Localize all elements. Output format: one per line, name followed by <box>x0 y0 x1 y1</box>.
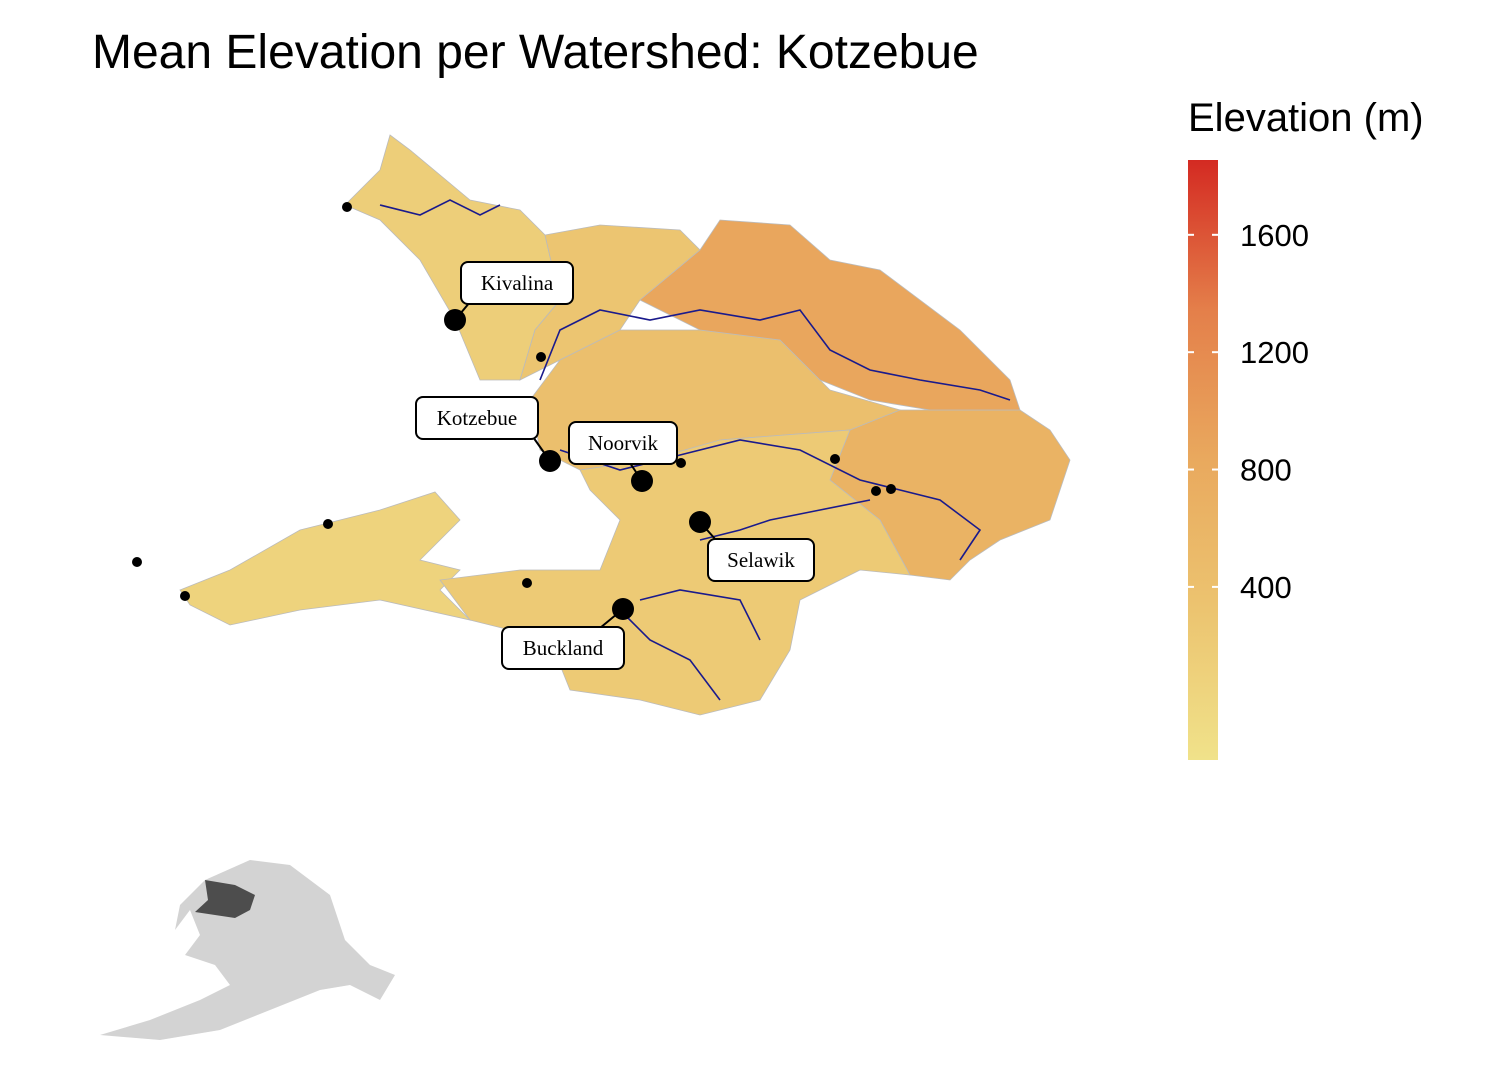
watershed <box>639 219 1021 411</box>
colorbar <box>1188 160 1218 760</box>
legend-title: Elevation (m) <box>1188 96 1424 140</box>
town-label: Buckland <box>523 636 604 660</box>
label-box <box>501 626 625 670</box>
rivers <box>379 199 1011 701</box>
colorbar-tick-label: 1600 <box>1240 218 1309 253</box>
label-box <box>707 538 815 582</box>
inset-alaska <box>100 860 395 1040</box>
label-leaders <box>454 301 717 629</box>
map-title: Mean Elevation per Watershed: Kotzebue <box>92 26 979 79</box>
label-box <box>568 421 678 465</box>
label-box <box>415 396 539 440</box>
town-label: Noorvik <box>588 431 658 455</box>
watershed <box>179 491 472 626</box>
town-label: Kotzebue <box>437 406 517 430</box>
colorbar-tick-label: 400 <box>1240 570 1292 605</box>
town-label: Kivalina <box>481 271 554 295</box>
town-labels: Kivalina Kotzebue Noorvik Selawik Buckland <box>415 261 815 670</box>
town-label: Selawik <box>727 548 795 572</box>
colorbar-tick-label: 800 <box>1240 453 1292 488</box>
colorbar-tick-label: 1200 <box>1240 335 1309 370</box>
label-box <box>460 261 574 305</box>
watershed <box>344 134 561 381</box>
